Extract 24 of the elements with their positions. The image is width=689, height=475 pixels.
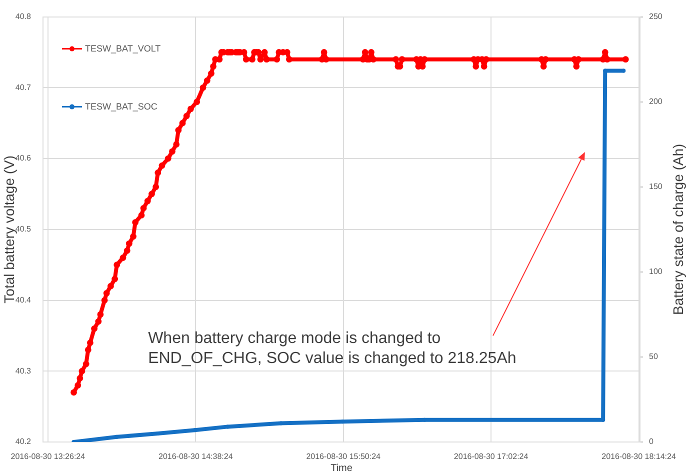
- y-tick-label: 40.7: [15, 82, 32, 92]
- y-tick-label: 40.3: [15, 366, 32, 376]
- legend-label: TESW_BAT_SOC: [85, 101, 158, 112]
- x-tick-label: 2016-08-30 15:50:24: [306, 452, 382, 462]
- y-tick-label: 40.2: [15, 437, 32, 446]
- y-tick-label: 40.8: [15, 12, 32, 22]
- y-axis-title: Total battery voltage (V): [0, 155, 17, 304]
- y2-tick-label: 150: [649, 182, 663, 192]
- y2-axis-title: Battery state of charge (Ah): [670, 144, 686, 315]
- x-tick-label: 2016-08-30 13:26:24: [10, 452, 86, 462]
- x-tick-label: 2016-08-30 14:38:24: [158, 452, 234, 462]
- y-tick-label: 40.4: [15, 295, 32, 304]
- x-axis-title: Time: [330, 462, 353, 474]
- legend-label: TESW_BAT_VOLT: [85, 43, 162, 54]
- y2-tick-label: 50: [649, 352, 658, 362]
- y2-tick-label: 100: [649, 267, 663, 276]
- y2-tick-label: 0: [649, 437, 654, 446]
- y2-tick-label: 250: [649, 12, 663, 22]
- annotation: When battery charge mode is changed to END_OF_CHG, SOC value is changed to 218.25Ah: [148, 330, 516, 368]
- y-tick-label: 40.5: [15, 224, 32, 234]
- y-tick-label: 40.6: [15, 154, 32, 163]
- x-tick-label: 2016-08-30 18:14:24: [602, 452, 676, 462]
- x-tick-label: 2016-08-30 17:02:24: [454, 452, 529, 462]
- y2-tick-label: 200: [649, 97, 663, 106]
